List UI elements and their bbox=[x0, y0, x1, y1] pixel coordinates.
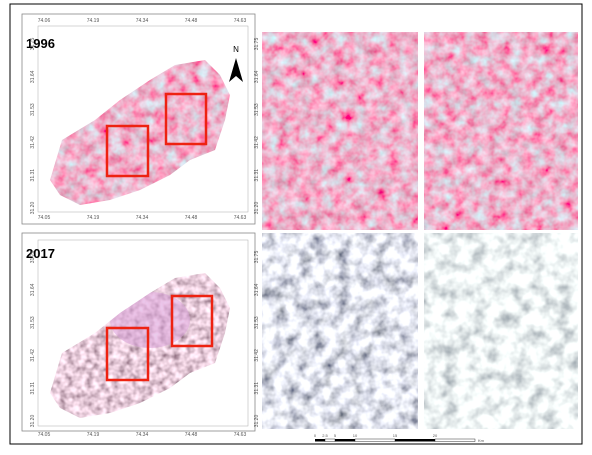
lat-tick-label: 31.31 bbox=[254, 169, 260, 182]
lon-tick-label: 74.48 bbox=[185, 432, 198, 438]
lon-tick-label: 74.48 bbox=[185, 18, 198, 24]
lat-tick-label: 31.53 bbox=[30, 103, 36, 116]
figure: 1996 N 2017 74.0674.1974.3474.4874.6374.… bbox=[0, 0, 592, 450]
lat-tick-label: 31.64 bbox=[254, 70, 260, 83]
lat-tick-label: 31.64 bbox=[254, 283, 260, 296]
satellite-image bbox=[262, 32, 418, 230]
lat-tick-label: 31.42 bbox=[30, 136, 36, 149]
scale-unit: Km bbox=[478, 438, 485, 443]
scale-label: 2.5 bbox=[322, 433, 328, 438]
lat-tick-label: 31.53 bbox=[30, 316, 36, 329]
lat-tick-label: 31.53 bbox=[254, 316, 260, 329]
satellite-image bbox=[424, 233, 578, 429]
scale-label: 5 bbox=[334, 433, 337, 438]
lat-tick-label: 31.42 bbox=[254, 349, 260, 362]
lat-tick-label: 31.31 bbox=[254, 382, 260, 395]
lat-tick-label: 31.31 bbox=[30, 169, 36, 182]
lon-tick-label: 74.63 bbox=[234, 432, 247, 438]
satellite-image bbox=[424, 32, 578, 230]
scale-label: 20 bbox=[433, 433, 438, 438]
lon-tick-label: 74.05 bbox=[38, 432, 51, 438]
lat-tick-label: 31.64 bbox=[30, 70, 36, 83]
lat-tick-label: 31.20 bbox=[30, 415, 36, 428]
satellite-image bbox=[262, 233, 418, 429]
lat-tick-label: 31.20 bbox=[30, 202, 36, 215]
lat-tick-label: 31.75 bbox=[254, 251, 260, 264]
scale-label: 15 bbox=[393, 433, 398, 438]
lat-tick-label: 31.20 bbox=[254, 415, 260, 428]
scale-label: 0 bbox=[314, 433, 317, 438]
lat-tick-label: 31.75 bbox=[30, 38, 36, 51]
lon-tick-label: 74.34 bbox=[136, 18, 149, 24]
lon-tick-label: 74.63 bbox=[234, 18, 247, 24]
lat-tick-label: 31.31 bbox=[30, 382, 36, 395]
lat-tick-label: 31.75 bbox=[30, 251, 36, 264]
lat-tick-label: 31.64 bbox=[30, 283, 36, 296]
lat-tick-label: 31.20 bbox=[254, 202, 260, 215]
lon-tick-label: 74.34 bbox=[136, 432, 149, 438]
scale-label: 10 bbox=[353, 433, 358, 438]
lon-tick-label: 74.19 bbox=[87, 215, 100, 221]
lon-tick-label: 74.06 bbox=[38, 18, 51, 24]
scale-bar bbox=[315, 439, 475, 442]
lat-tick-label: 31.42 bbox=[30, 349, 36, 362]
lon-tick-label: 74.48 bbox=[185, 215, 198, 221]
lon-tick-label: 74.19 bbox=[87, 432, 100, 438]
lon-tick-label: 74.63 bbox=[234, 215, 247, 221]
lon-tick-label: 74.34 bbox=[136, 215, 149, 221]
lat-tick-label: 31.75 bbox=[254, 38, 260, 51]
lat-tick-label: 31.53 bbox=[254, 103, 260, 116]
lon-tick-label: 74.19 bbox=[87, 18, 100, 24]
lat-tick-label: 31.42 bbox=[254, 136, 260, 149]
lon-tick-label: 74.05 bbox=[38, 215, 51, 221]
north-label: N bbox=[233, 45, 239, 54]
